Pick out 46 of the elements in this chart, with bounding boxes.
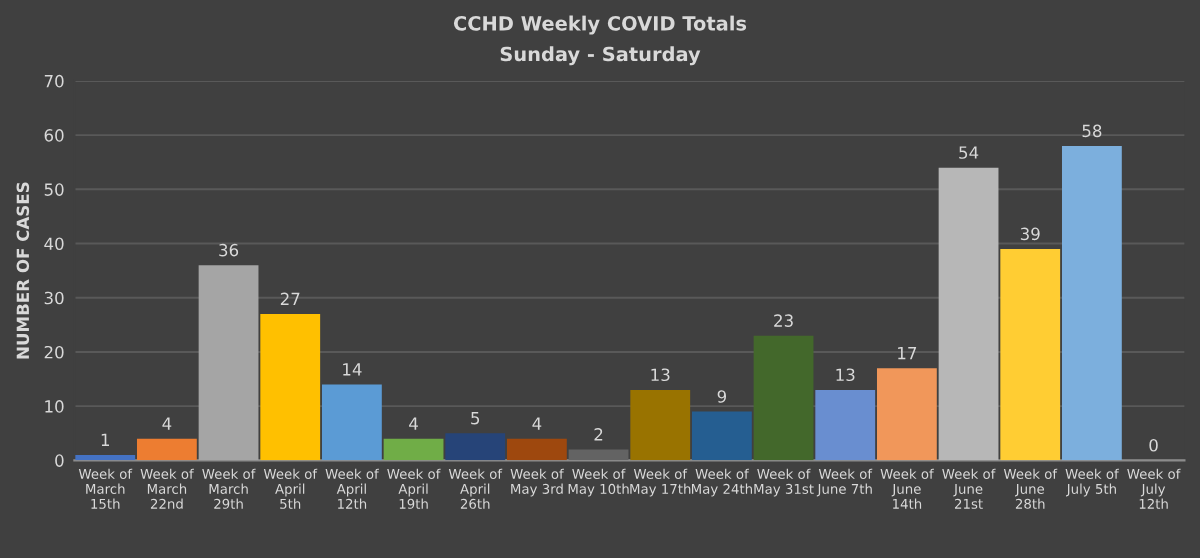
bar	[136, 438, 197, 461]
data-label: 13	[836, 368, 855, 382]
bar	[630, 389, 691, 461]
bar	[260, 313, 321, 461]
y-tick-label: 50	[44, 183, 64, 196]
data-label: 5	[471, 412, 480, 425]
bar	[445, 433, 506, 461]
bar	[75, 454, 136, 461]
y-tick-label: 10	[45, 400, 64, 413]
bar	[568, 449, 629, 461]
chart-subtitle: Sunday - Saturday	[500, 46, 701, 66]
data-label: 2	[594, 428, 603, 441]
data-label: 27	[280, 292, 300, 305]
data-label: 9	[717, 390, 727, 403]
y-tick-label: 70	[44, 74, 64, 88]
bar	[815, 389, 876, 461]
bar	[506, 438, 567, 461]
y-tick-label: 20	[44, 345, 64, 359]
data-label: 54	[959, 146, 979, 159]
data-label: 14	[343, 363, 362, 376]
data-label: 4	[532, 417, 542, 430]
data-label: 58	[1082, 124, 1102, 138]
data-label: 39	[1020, 227, 1040, 241]
bar	[753, 335, 814, 461]
data-label: 23	[774, 314, 793, 327]
bar	[1061, 145, 1122, 461]
bar	[876, 368, 937, 461]
bar	[938, 167, 999, 461]
bar	[321, 384, 382, 461]
y-tick-label: 60	[44, 129, 64, 142]
data-label: 0	[1149, 438, 1158, 452]
y-tick-label: 30	[44, 291, 64, 305]
bar	[198, 265, 259, 461]
y-tick-label: 0	[55, 454, 64, 467]
bar	[1000, 248, 1061, 461]
data-label: 36	[219, 243, 239, 257]
bar	[383, 438, 444, 461]
bar	[691, 411, 752, 461]
y-tick-label: 40	[44, 237, 64, 251]
data-label: 4	[162, 417, 172, 430]
data-label: 13	[651, 368, 670, 382]
chart-title: CCHD Weekly COVID Totals	[453, 15, 747, 35]
data-label: 17	[898, 347, 917, 360]
data-label: 4	[409, 417, 418, 430]
y-axis-title: NUMBER OF CASES	[16, 182, 30, 359]
data-label: 1	[101, 433, 109, 446]
